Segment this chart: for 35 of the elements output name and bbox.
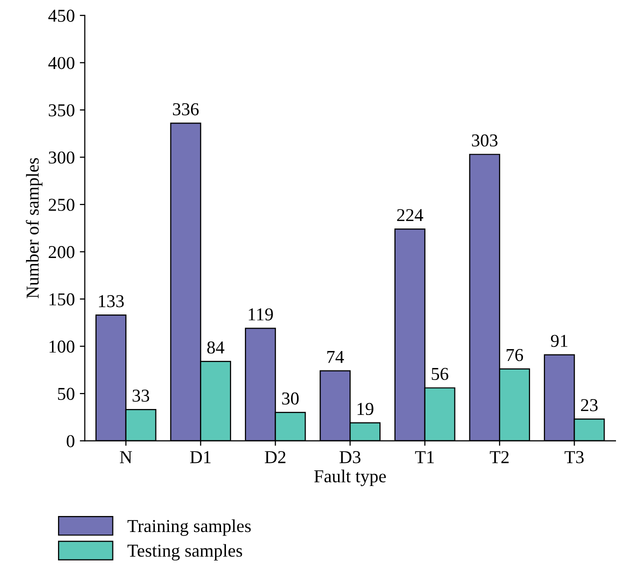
data-label: 91 [550,334,568,347]
y-tick-label: 200 [48,246,74,258]
x-tick-label: N [120,451,132,464]
y-tick-label: 300 [48,151,74,164]
data-label: 76 [506,349,524,362]
x-tick-label: D3 [340,451,360,464]
x-tick-label: T2 [490,451,509,464]
data-label: 56 [432,368,448,380]
data-label: 336 [173,103,199,116]
x-tick-label: D2 [264,451,286,464]
data-label: 23 [581,399,598,412]
y-tick-label: 450 [48,10,74,22]
y-tick-label: 400 [48,56,74,70]
x-tick-label: D1 [190,451,211,464]
y-tick-label: 350 [48,104,74,116]
data-label: 19 [358,402,374,416]
data-label: 74 [327,350,344,363]
y-tick-label: 100 [50,340,74,353]
y-tick-label: 250 [48,198,74,211]
data-label: 224 [397,209,424,222]
data-label: 84 [207,341,224,354]
data-label: 119 [248,308,273,320]
y-tick-label: 50 [58,388,74,400]
data-label: 33 [132,390,150,402]
x-tick-label: T1 [415,451,434,464]
x-tick-label: T3 [564,451,584,464]
legend-label: Testing samples [128,544,242,561]
data-label: 303 [472,134,498,147]
y-tick-label: 150 [50,293,74,306]
x-axis-title: Fault type [314,470,386,486]
y-tick-label: 0 [66,435,74,448]
y-axis-title: Number of samples [26,158,42,298]
data-label: 133 [98,295,124,308]
data-label: 30 [282,392,299,405]
legend-label: Training samples [128,519,251,536]
